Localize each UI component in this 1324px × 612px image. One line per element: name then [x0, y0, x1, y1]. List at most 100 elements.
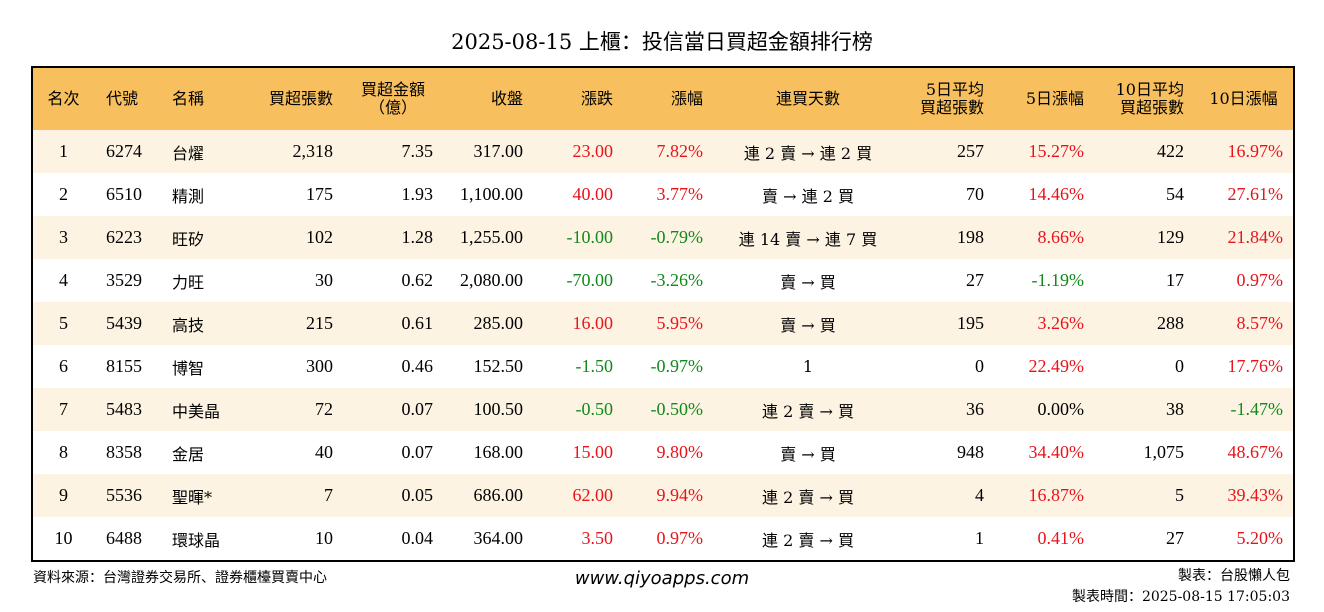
- cell-name: 高技: [160, 302, 240, 345]
- cell-buy-lots: 102: [240, 216, 343, 259]
- cell-avg10-lots: 129: [1094, 216, 1194, 259]
- cell-change: 23.00: [533, 130, 623, 173]
- cell-avg10-lots: 17: [1094, 259, 1194, 302]
- header-pct10: 10日漲幅: [1194, 67, 1294, 130]
- table-row: 7 5483 中美晶 72 0.07 100.50 -0.50 -0.50% 連 2 賣 → 買…: [32, 388, 1294, 431]
- cell-streak: 1: [713, 345, 903, 388]
- header-buy-lots: 買超張數: [240, 67, 343, 130]
- cell-close: 1,100.00: [443, 173, 533, 216]
- cell-name: 力旺: [160, 259, 240, 302]
- cell-pct10: 5.20%: [1194, 517, 1294, 561]
- cell-avg10-lots: 54: [1094, 173, 1194, 216]
- cell-change: 62.00: [533, 474, 623, 517]
- cell-close: 1,255.00: [443, 216, 533, 259]
- header-buy-amount: 買超金額 （億）: [343, 67, 443, 130]
- cell-buy-amount: 0.07: [343, 431, 443, 474]
- cell-code: 6488: [94, 517, 160, 561]
- cell-pct5: 34.40%: [994, 431, 1094, 474]
- cell-buy-lots: 215: [240, 302, 343, 345]
- cell-pct10: 48.67%: [1194, 431, 1294, 474]
- table-row: 5 5439 高技 215 0.61 285.00 16.00 5.95% 賣 → 買 195 3.…: [32, 302, 1294, 345]
- cell-avg5-lots: 1: [903, 517, 994, 561]
- cell-change: -70.00: [533, 259, 623, 302]
- cell-name: 中美晶: [160, 388, 240, 431]
- cell-rank: 8: [32, 431, 94, 474]
- cell-code: 3529: [94, 259, 160, 302]
- table-row: 1 6274 台燿 2,318 7.35 317.00 23.00 7.82% 連 2 賣 → …: [32, 130, 1294, 173]
- cell-streak: 連 2 賣 → 買: [713, 474, 903, 517]
- cell-avg10-lots: 38: [1094, 388, 1194, 431]
- table-header-row: 名次 代號 名稱 買超張數 買超金額 （億） 收盤 漲跌 漲幅 連買天數 5日平均 買超張數 5日漲幅 1…: [32, 67, 1294, 130]
- cell-streak: 賣 → 買: [713, 302, 903, 345]
- cell-streak: 賣 → 買: [713, 431, 903, 474]
- cell-buy-amount: 1.93: [343, 173, 443, 216]
- cell-streak: 賣 → 連 2 買: [713, 173, 903, 216]
- cell-rank: 1: [32, 130, 94, 173]
- cell-buy-lots: 175: [240, 173, 343, 216]
- cell-pct10: 0.97%: [1194, 259, 1294, 302]
- cell-avg10-lots: 0: [1094, 345, 1194, 388]
- cell-rank: 10: [32, 517, 94, 561]
- cell-streak: 連 14 賣 → 連 7 買: [713, 216, 903, 259]
- cell-rank: 6: [32, 345, 94, 388]
- cell-pct5: 0.41%: [994, 517, 1094, 561]
- cell-code: 5439: [94, 302, 160, 345]
- cell-buy-amount: 0.05: [343, 474, 443, 517]
- cell-code: 8358: [94, 431, 160, 474]
- cell-buy-lots: 7: [240, 474, 343, 517]
- header-name: 名稱: [160, 67, 240, 130]
- cell-change-pct: 9.94%: [623, 474, 713, 517]
- cell-change-pct: -0.50%: [623, 388, 713, 431]
- site-url: www.qiyoapps.com: [574, 568, 750, 589]
- cell-change-pct: 9.80%: [623, 431, 713, 474]
- cell-avg10-lots: 5: [1094, 474, 1194, 517]
- cell-pct10: 27.61%: [1194, 173, 1294, 216]
- cell-close: 686.00: [443, 474, 533, 517]
- cell-pct10: 39.43%: [1194, 474, 1294, 517]
- cell-pct5: -1.19%: [994, 259, 1094, 302]
- cell-buy-amount: 0.62: [343, 259, 443, 302]
- cell-close: 152.50: [443, 345, 533, 388]
- cell-buy-amount: 7.35: [343, 130, 443, 173]
- cell-pct5: 0.00%: [994, 388, 1094, 431]
- cell-close: 364.00: [443, 517, 533, 561]
- cell-buy-amount: 0.04: [343, 517, 443, 561]
- cell-pct5: 14.46%: [994, 173, 1094, 216]
- cell-streak: 賣 → 買: [713, 259, 903, 302]
- cell-avg5-lots: 198: [903, 216, 994, 259]
- header-change-pct: 漲幅: [623, 67, 713, 130]
- cell-streak: 連 2 賣 → 買: [713, 388, 903, 431]
- table-row: 3 6223 旺矽 102 1.28 1,255.00 -10.00 -0.79% 連 14 賣…: [32, 216, 1294, 259]
- cell-rank: 3: [32, 216, 94, 259]
- cell-change: -1.50: [533, 345, 623, 388]
- cell-change-pct: 5.95%: [623, 302, 713, 345]
- maker-label: 製表：台股懶人包: [1178, 568, 1290, 584]
- table-row: 8 8358 金居 40 0.07 168.00 15.00 9.80% 賣 → 買 948 34.…: [32, 431, 1294, 474]
- cell-pct10: 21.84%: [1194, 216, 1294, 259]
- cell-change-pct: -0.79%: [623, 216, 713, 259]
- cell-rank: 5: [32, 302, 94, 345]
- cell-name: 環球晶: [160, 517, 240, 561]
- cell-buy-lots: 10: [240, 517, 343, 561]
- cell-change-pct: 7.82%: [623, 130, 713, 173]
- cell-change-pct: -0.97%: [623, 345, 713, 388]
- cell-change: -10.00: [533, 216, 623, 259]
- cell-streak: 連 2 賣 → 連 2 買: [713, 130, 903, 173]
- cell-avg5-lots: 948: [903, 431, 994, 474]
- cell-avg5-lots: 36: [903, 388, 994, 431]
- cell-code: 5536: [94, 474, 160, 517]
- table-row: 6 8155 博智 300 0.46 152.50 -1.50 -0.97% 1 0 22.49% 0…: [32, 345, 1294, 388]
- footer-credits: 製表：台股懶人包 製表時間：2025-08-15 17:05:03: [1072, 566, 1290, 608]
- cell-pct5: 16.87%: [994, 474, 1094, 517]
- cell-rank: 7: [32, 388, 94, 431]
- made-time: 製表時間：2025-08-15 17:05:03: [1071, 589, 1290, 605]
- cell-pct10: 16.97%: [1194, 130, 1294, 173]
- cell-close: 168.00: [443, 431, 533, 474]
- header-streak: 連買天數: [713, 67, 903, 130]
- header-rank: 名次: [32, 67, 94, 130]
- ranking-table: 名次 代號 名稱 買超張數 買超金額 （億） 收盤 漲跌 漲幅 連買天數 5日平均 買超張數 5日漲幅 1…: [31, 66, 1295, 562]
- cell-change: -0.50: [533, 388, 623, 431]
- cell-avg10-lots: 288: [1094, 302, 1194, 345]
- cell-pct10: 17.76%: [1194, 345, 1294, 388]
- cell-name: 台燿: [160, 130, 240, 173]
